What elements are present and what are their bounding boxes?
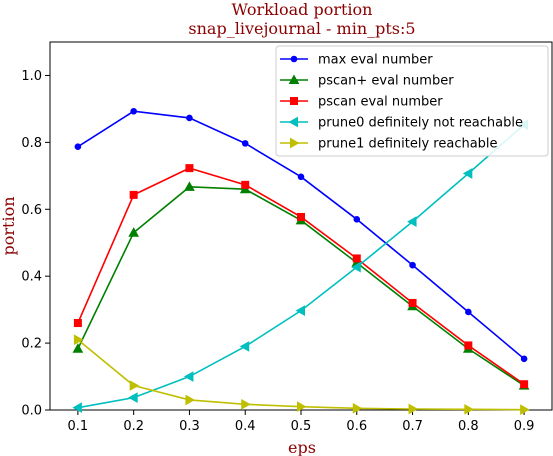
legend-marker	[290, 97, 298, 105]
x-tick-label: 0.7	[402, 419, 423, 434]
data-point	[520, 355, 528, 363]
data-point	[464, 341, 473, 350]
legend-label: prune0 definitely not reachable	[318, 116, 523, 131]
data-point	[128, 392, 138, 403]
data-point	[409, 261, 416, 269]
data-point	[128, 227, 140, 237]
data-point	[407, 216, 417, 228]
legend-label: pscan eval number	[318, 95, 443, 110]
data-point	[72, 343, 84, 353]
x-tick-label: 0.6	[346, 419, 367, 434]
x-tick-label: 0.4	[235, 419, 256, 434]
data-point	[73, 334, 84, 346]
data-point	[351, 261, 361, 273]
legend-entry: pscan+ eval number	[280, 74, 454, 89]
data-point	[241, 180, 250, 189]
x-tick-label: 0.9	[514, 419, 535, 434]
data-point	[241, 140, 249, 147]
series-2	[73, 164, 529, 389]
x-axis-ticks: 0.1 0.2 0.3 0.4 0.5 0.6 0.7 0.8 0.9	[68, 410, 535, 434]
series-4	[73, 334, 530, 416]
data-point	[464, 403, 474, 415]
legend-entry: pscan eval number	[280, 95, 443, 110]
legend-label: prune1 definitely reachable	[318, 137, 498, 152]
data-point	[297, 212, 305, 221]
y-tick-label: 0.0	[21, 404, 42, 419]
legend-marker	[290, 55, 298, 63]
y-axis-ticks: 0.0 0.2 0.4 0.6 0.8 1.0	[21, 69, 50, 419]
data-point	[408, 298, 417, 307]
data-point	[462, 168, 473, 179]
x-tick-label: 0.2	[123, 419, 144, 434]
y-tick-label: 0.2	[21, 337, 42, 352]
legend-entry: prune1 definitely reachable	[280, 137, 498, 152]
legend-marker	[288, 74, 300, 84]
y-tick-label: 0.8	[21, 136, 42, 151]
data-point	[520, 380, 529, 389]
data-point	[184, 181, 195, 191]
data-point	[352, 254, 361, 263]
data-point	[74, 143, 82, 151]
legend-box	[275, 45, 549, 157]
x-tick-label: 0.1	[68, 419, 89, 434]
legend-label: max eval number	[318, 53, 433, 68]
data-point	[185, 164, 194, 173]
data-point	[408, 403, 419, 415]
data-point	[72, 402, 82, 414]
y-tick-label: 0.6	[21, 203, 42, 218]
data-point	[520, 404, 530, 416]
x-tick-label: 0.8	[458, 419, 479, 434]
legend-marker	[288, 116, 298, 128]
x-tick-label: 0.3	[179, 419, 200, 434]
legend: max eval number pscan+ eval number pscan e…	[275, 45, 549, 157]
legend-marker	[290, 137, 300, 149]
data-point	[295, 305, 305, 316]
data-point	[465, 308, 472, 316]
data-point	[352, 402, 363, 414]
data-point	[297, 401, 307, 413]
x-tick-label: 0.5	[291, 419, 312, 434]
chart-subtitle: snap_livejournal - min_pts:5	[188, 19, 415, 38]
x-axis-label: eps	[288, 438, 316, 456]
chart-title: Workload portion	[232, 0, 373, 19]
series-0	[74, 107, 528, 363]
legend-entry: prune0 definitely not reachable	[280, 116, 523, 131]
data-point	[239, 341, 250, 352]
series-layer	[72, 107, 530, 416]
data-point	[185, 394, 195, 406]
data-point	[73, 319, 82, 328]
y-tick-label: 1.0	[21, 69, 42, 84]
data-point	[297, 173, 305, 181]
y-axis-label: portion	[0, 196, 18, 255]
data-point	[353, 216, 361, 223]
data-point	[241, 398, 251, 410]
data-point	[183, 371, 194, 382]
y-tick-label: 0.4	[21, 270, 42, 285]
data-point	[186, 114, 193, 122]
data-point	[129, 190, 138, 199]
data-point	[129, 380, 140, 391]
legend-entry: max eval number	[280, 53, 433, 68]
legend-label: pscan+ eval number	[318, 74, 454, 89]
data-point	[130, 107, 137, 115]
